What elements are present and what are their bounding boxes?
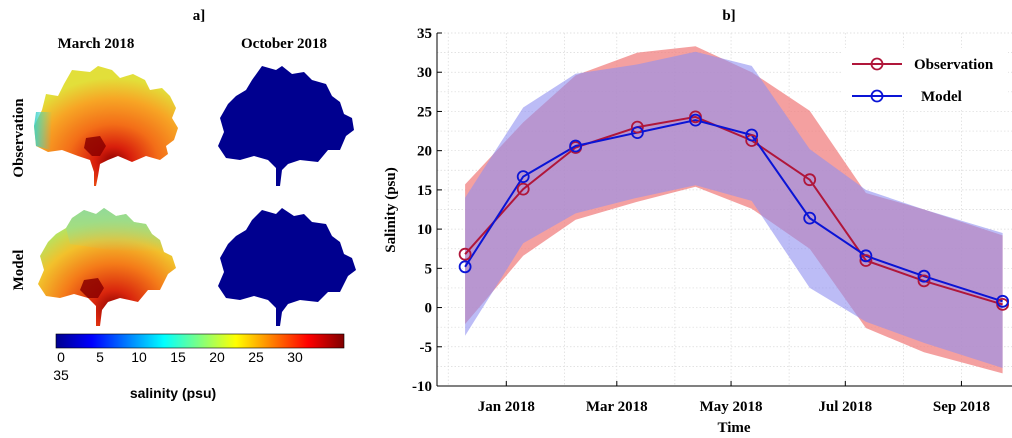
- marker-model: [859, 249, 873, 263]
- marker-model: [803, 211, 817, 225]
- colorbar-tick-label: 20: [209, 349, 225, 365]
- colorbar-tick-label: 35: [53, 367, 69, 383]
- y-tick-label: 15: [417, 183, 432, 199]
- legend-label-observation: Observation: [914, 57, 994, 73]
- column-label-march: March 2018: [58, 36, 135, 52]
- legend-marker-model: [870, 89, 884, 103]
- marker-model: [996, 294, 1009, 308]
- colorbar-ticks: 0 5 10 15 20 25 30 35: [53, 349, 303, 383]
- x-axis-ticks: Jan 2018 Mar 2018 May 2018 Jul 2018 Sep 2018: [478, 381, 990, 415]
- y-tick-label: 20: [417, 144, 432, 160]
- x-tick-label: Jan 2018: [478, 399, 535, 415]
- map-observation-march: [34, 66, 178, 186]
- panel-b-salinity-timeseries: b] -10 -5 0 5 10 15 20 25 30 35 Jan 2018 Mar 2018 M…: [383, 8, 1012, 436]
- line-observation: [464, 115, 1003, 306]
- marker-observation: [803, 173, 817, 187]
- map-model-october: [218, 208, 356, 326]
- legend-box: [842, 48, 1008, 110]
- y-tick-label: 35: [417, 26, 432, 42]
- y-tick-label: 30: [417, 65, 432, 81]
- x-tick-label: Mar 2018: [586, 399, 648, 415]
- colorbar-tick-label: 25: [248, 349, 264, 365]
- y-axis-label: Salinity (psu): [383, 167, 399, 252]
- colorbar-label: salinity (psu): [130, 385, 216, 401]
- marker-model: [569, 139, 582, 153]
- y-tick-label: 25: [417, 104, 432, 120]
- x-axis-label: Time: [717, 420, 750, 436]
- marker-observation: [516, 182, 530, 196]
- band-model: [465, 51, 1003, 369]
- marker-observation: [745, 134, 759, 147]
- row-label-model: Model: [11, 250, 27, 291]
- colorbar-tick-label: 5: [96, 349, 104, 365]
- uncertainty-bands: [465, 46, 1003, 374]
- colorbar-tick-label: 0: [57, 349, 65, 365]
- x-tick-label: Sep 2018: [933, 399, 990, 415]
- map-model-march: [38, 208, 176, 326]
- map-observation-october: [218, 66, 354, 186]
- line-model: [464, 119, 1003, 303]
- colorbar-tick-label: 15: [170, 349, 186, 365]
- colorbar-tick-label: 30: [287, 349, 303, 365]
- marker-model: [689, 113, 702, 127]
- y-tick-label: 5: [425, 261, 433, 277]
- panel-a-salinity-maps: a] March 2018 October 2018 Observation M…: [11, 8, 356, 401]
- row-label-observation: Observation: [11, 98, 27, 178]
- marker-model: [745, 128, 759, 142]
- legend: Observation Model: [842, 48, 1008, 110]
- series-markers: [458, 110, 1009, 311]
- colorbar-tick-label: 10: [131, 349, 147, 365]
- y-tick-label: -10: [412, 379, 432, 395]
- series-lines: [464, 115, 1003, 306]
- y-axis-ticks: -10 -5 0 5 10 15 20 25 30 35: [412, 26, 442, 395]
- marker-observation: [917, 274, 931, 288]
- panel-a-label: a]: [193, 8, 206, 24]
- x-tick-label: Jul 2018: [818, 399, 872, 415]
- marker-observation: [458, 247, 472, 261]
- marker-observation: [859, 254, 873, 267]
- marker-model: [631, 126, 644, 140]
- marker-model: [458, 260, 472, 274]
- legend-label-model: Model: [921, 89, 962, 105]
- marker-model: [917, 269, 931, 283]
- colorbar: 0 5 10 15 20 25 30 35 salinity (psu): [53, 333, 345, 401]
- column-label-october: October 2018: [241, 36, 327, 52]
- y-tick-label: 10: [417, 222, 432, 238]
- y-tick-label: -5: [420, 340, 433, 356]
- marker-observation: [631, 120, 644, 134]
- x-tick-label: May 2018: [700, 399, 763, 415]
- panel-b-label: b]: [722, 8, 735, 24]
- y-tick-label: 0: [425, 301, 433, 317]
- colorbar-gradient: [55, 333, 345, 349]
- marker-model: [516, 170, 530, 184]
- legend-marker-observation: [870, 57, 884, 71]
